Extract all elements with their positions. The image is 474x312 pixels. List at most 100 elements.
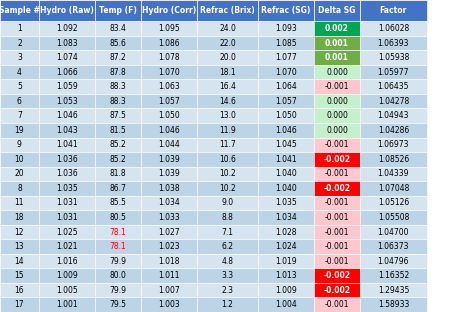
Text: 1.036: 1.036 [56,169,78,178]
Bar [314,94,360,109]
Bar [197,94,258,109]
Bar [39,152,95,167]
Bar [39,283,95,297]
Bar [95,21,141,36]
Text: 1.04796: 1.04796 [378,256,409,266]
Text: Factor: Factor [380,6,407,15]
Bar [197,268,258,283]
Text: 1.001: 1.001 [56,300,78,309]
Text: 12: 12 [15,227,24,236]
Text: 24.0: 24.0 [219,24,236,33]
Bar [197,210,258,225]
Bar [39,268,95,283]
Bar [258,109,314,123]
Text: 1.009: 1.009 [56,271,78,280]
Text: -0.002: -0.002 [324,155,350,164]
Bar [360,210,427,225]
Text: 1.083: 1.083 [56,38,78,47]
Text: 3.3: 3.3 [221,271,234,280]
Text: 1.044: 1.044 [158,140,180,149]
Bar [39,210,95,225]
Bar [314,79,360,94]
Text: 1.039: 1.039 [158,169,180,178]
Text: 1.005: 1.005 [56,286,78,295]
Bar [141,138,197,152]
Text: 1.041: 1.041 [275,155,297,164]
Text: 1.08526: 1.08526 [378,155,409,164]
Text: 85.2: 85.2 [109,140,127,149]
Bar [39,239,95,254]
Bar [95,167,141,181]
Text: 1.033: 1.033 [158,213,180,222]
Bar [314,181,360,196]
Text: 80.5: 80.5 [109,213,127,222]
Text: -0.001: -0.001 [325,82,349,91]
Text: 18: 18 [15,213,24,222]
Text: 83.4: 83.4 [109,24,127,33]
Text: Hydro (Corr): Hydro (Corr) [142,6,196,15]
Bar [39,123,95,138]
Bar [0,239,39,254]
Bar [141,283,197,297]
Bar [141,65,197,79]
Bar [95,268,141,283]
Bar [141,0,197,21]
Text: 4: 4 [17,68,22,77]
Bar [197,254,258,268]
Bar [0,36,39,50]
Text: 80.0: 80.0 [109,271,127,280]
Text: 1.05126: 1.05126 [378,198,409,207]
Text: 0.000: 0.000 [326,68,348,77]
Bar [258,65,314,79]
Text: 1.013: 1.013 [275,271,297,280]
Text: 1.057: 1.057 [158,97,180,106]
Text: 0.000: 0.000 [326,126,348,135]
Bar [95,225,141,239]
Bar [95,297,141,312]
Bar [197,283,258,297]
Text: 79.9: 79.9 [109,256,127,266]
Bar [360,94,427,109]
Bar [197,225,258,239]
Bar [197,50,258,65]
Text: 86.7: 86.7 [109,184,127,193]
Text: 11.9: 11.9 [219,126,236,135]
Text: 8.8: 8.8 [221,213,234,222]
Text: 1.16352: 1.16352 [378,271,409,280]
Bar [360,0,427,21]
Bar [39,167,95,181]
Bar [39,21,95,36]
Text: 78.1: 78.1 [109,227,127,236]
Bar [360,297,427,312]
Text: 1.016: 1.016 [56,256,78,266]
Bar [39,109,95,123]
Text: 1.05938: 1.05938 [378,53,409,62]
Bar [141,123,197,138]
Bar [360,65,427,79]
Text: 0.000: 0.000 [326,111,348,120]
Bar [258,196,314,210]
Bar [0,225,39,239]
Bar [141,268,197,283]
Bar [258,167,314,181]
Text: 1.007: 1.007 [158,286,180,295]
Text: 1.074: 1.074 [56,53,78,62]
Text: 1.06373: 1.06373 [378,242,409,251]
Text: 1.093: 1.093 [275,24,297,33]
Bar [0,0,39,21]
Bar [197,138,258,152]
Bar [314,50,360,65]
Bar [360,152,427,167]
Bar [360,21,427,36]
Text: 1.04278: 1.04278 [378,97,409,106]
Bar [258,21,314,36]
Text: 1.018: 1.018 [158,256,180,266]
Text: 22.0: 22.0 [219,38,236,47]
Text: 1.046: 1.046 [56,111,78,120]
Text: 2.3: 2.3 [221,286,234,295]
Bar [95,65,141,79]
Bar [258,283,314,297]
Text: 1.077: 1.077 [275,53,297,62]
Bar [258,254,314,268]
Bar [314,36,360,50]
